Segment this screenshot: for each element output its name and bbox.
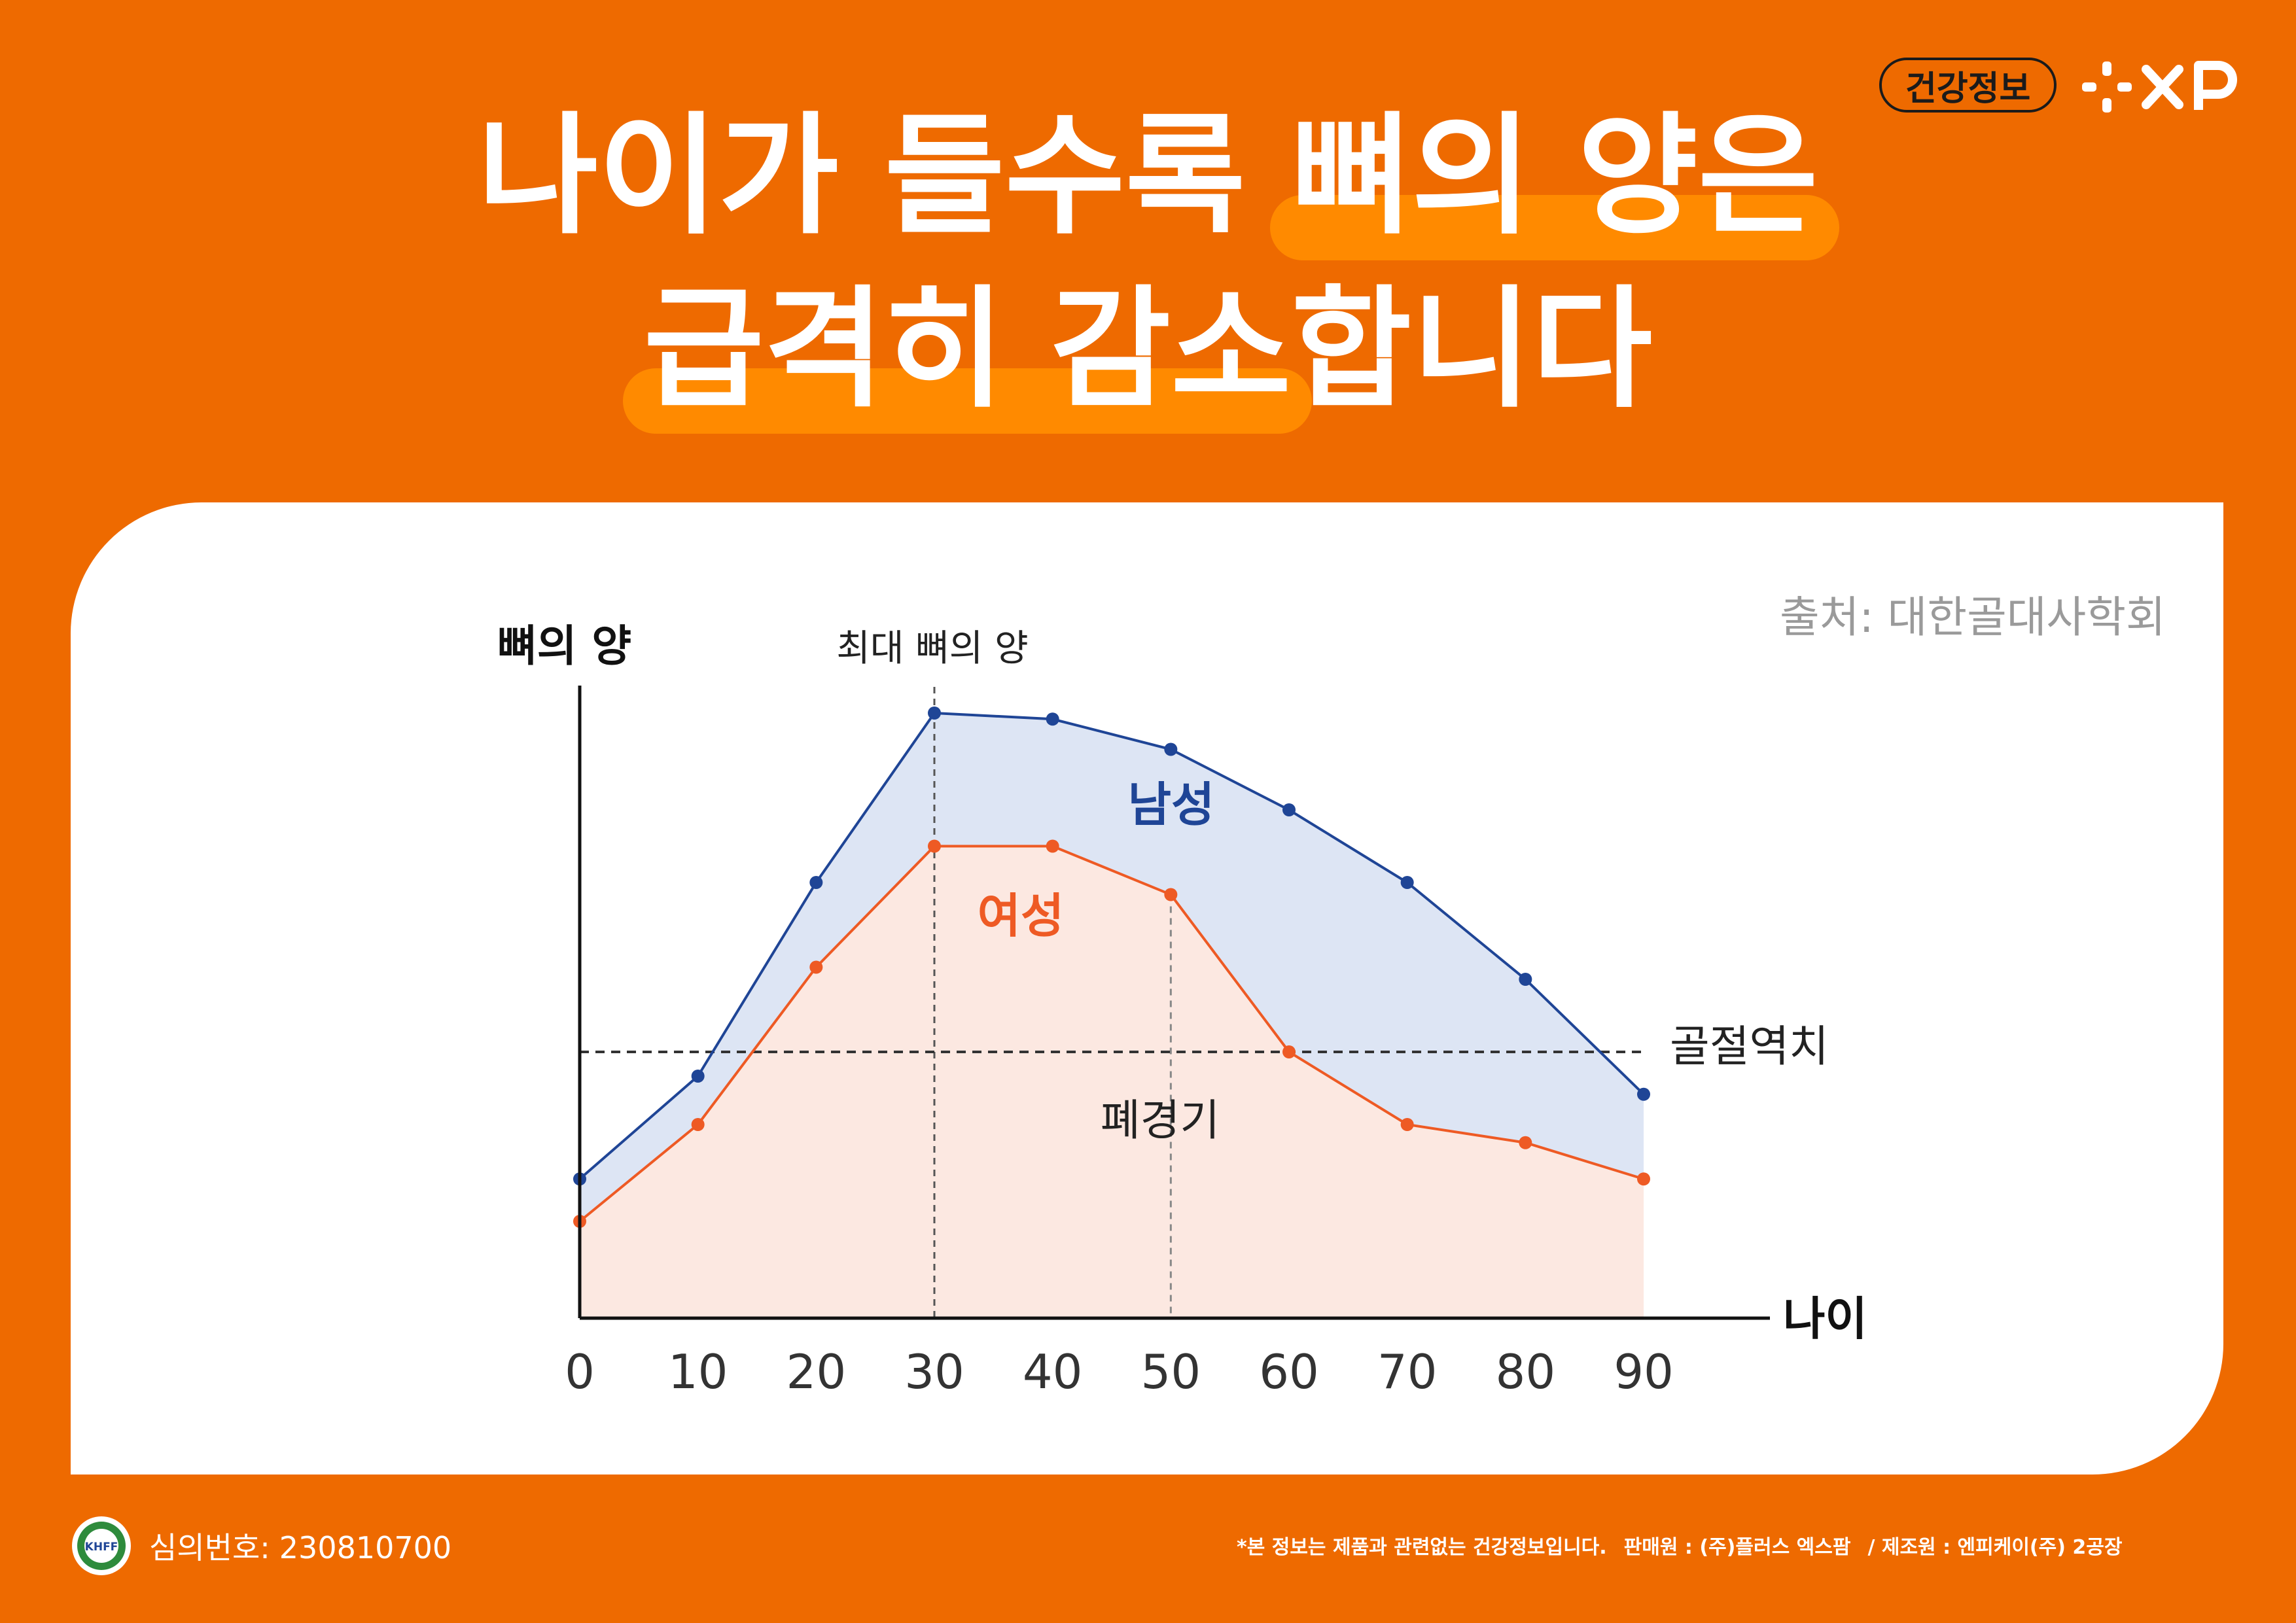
title-line-2: 급격히 감소합니다 — [0, 271, 2296, 434]
khff-seal-text: KHFF — [85, 1541, 118, 1554]
male-point-60 — [1282, 803, 1296, 816]
fracture-threshold-label: 골절역치 — [1670, 1021, 1829, 1072]
x-tick-label-0: 0 — [565, 1344, 595, 1399]
khff-seal-logo: KHFF — [72, 1516, 131, 1575]
female-point-30 — [928, 839, 941, 853]
chart-source: 출처: 대한골대사학회 — [1780, 592, 2166, 642]
peak-annotation-label: 최대 뼈의 양 — [836, 627, 1028, 670]
female-series-label: 여성 — [978, 888, 1064, 943]
male-point-10 — [691, 1070, 705, 1083]
x-tick-label-20: 20 — [786, 1344, 847, 1399]
male-point-70 — [1400, 876, 1414, 889]
title-line-2-highlight: 급격히 감소 — [622, 271, 1312, 434]
male-point-20 — [809, 876, 823, 889]
x-tick-label-30: 30 — [904, 1344, 964, 1399]
review-number-block: 심의번호: 230810700 — [149, 1524, 451, 1567]
male-point-40 — [1046, 712, 1059, 726]
maker-text: / 제조원 : 엔피케이(주) 2공장 — [1867, 1536, 2123, 1559]
title-line-1-highlight: 뼈의 양은 — [1270, 98, 1839, 260]
seller-text: 판매원 : (주)플러스 엑스팜 — [1623, 1536, 1851, 1559]
x-tick-label-40: 40 — [1023, 1344, 1083, 1399]
title-line-1-plain: 나이가 들수록 — [478, 100, 1292, 253]
health-info-badge: 건강정보 — [1879, 58, 2057, 113]
female-point-10 — [691, 1118, 705, 1131]
female-point-60 — [1282, 1045, 1296, 1058]
female-area-fill — [580, 846, 1644, 1318]
male-point-50 — [1164, 742, 1178, 756]
x-tick-label-50: 50 — [1141, 1344, 1201, 1399]
review-label: 심의번호: — [149, 1530, 270, 1565]
x-tick-label-10: 10 — [668, 1344, 728, 1399]
female-point-80 — [1519, 1136, 1532, 1149]
x-tick-label-80: 80 — [1496, 1344, 1556, 1399]
female-point-40 — [1046, 839, 1059, 853]
y-axis-label: 뼈의 양 — [497, 621, 631, 671]
male-point-80 — [1519, 973, 1532, 986]
male-series-line — [578, 711, 1645, 1180]
title-line-2-plain: 합니다 — [1291, 273, 1653, 426]
title-line-1: 나이가 들수록 뼈의 양은 — [0, 98, 2296, 260]
male-point-30 — [928, 707, 941, 720]
brand-logo — [2082, 61, 2237, 113]
review-number: 230810700 — [279, 1530, 452, 1565]
male-point-90 — [1637, 1087, 1650, 1101]
menopause-annotation-label: 폐경기 — [1101, 1095, 1220, 1145]
x-tick-label-70: 70 — [1377, 1344, 1438, 1399]
footer-disclaimer: *본 정보는 제품과 관련없는 건강정보입니다. 판매원 : (주)플러스 엑스팜… — [1237, 1531, 2139, 1560]
x-tick-label-60: 60 — [1259, 1344, 1319, 1399]
x-axis-label: 나이 — [1783, 1292, 1867, 1346]
male-series-label: 남성 — [1128, 777, 1214, 832]
female-point-90 — [1637, 1172, 1650, 1186]
x-tick-label-90: 90 — [1614, 1344, 1674, 1399]
female-point-50 — [1164, 888, 1178, 901]
badge-label: 건강정보 — [1905, 69, 2031, 109]
female-series-line — [578, 845, 1644, 1223]
disclaimer-text: *본 정보는 제품과 관련없는 건강정보입니다. — [1237, 1536, 1607, 1559]
female-point-70 — [1400, 1118, 1414, 1131]
female-point-20 — [809, 960, 823, 974]
